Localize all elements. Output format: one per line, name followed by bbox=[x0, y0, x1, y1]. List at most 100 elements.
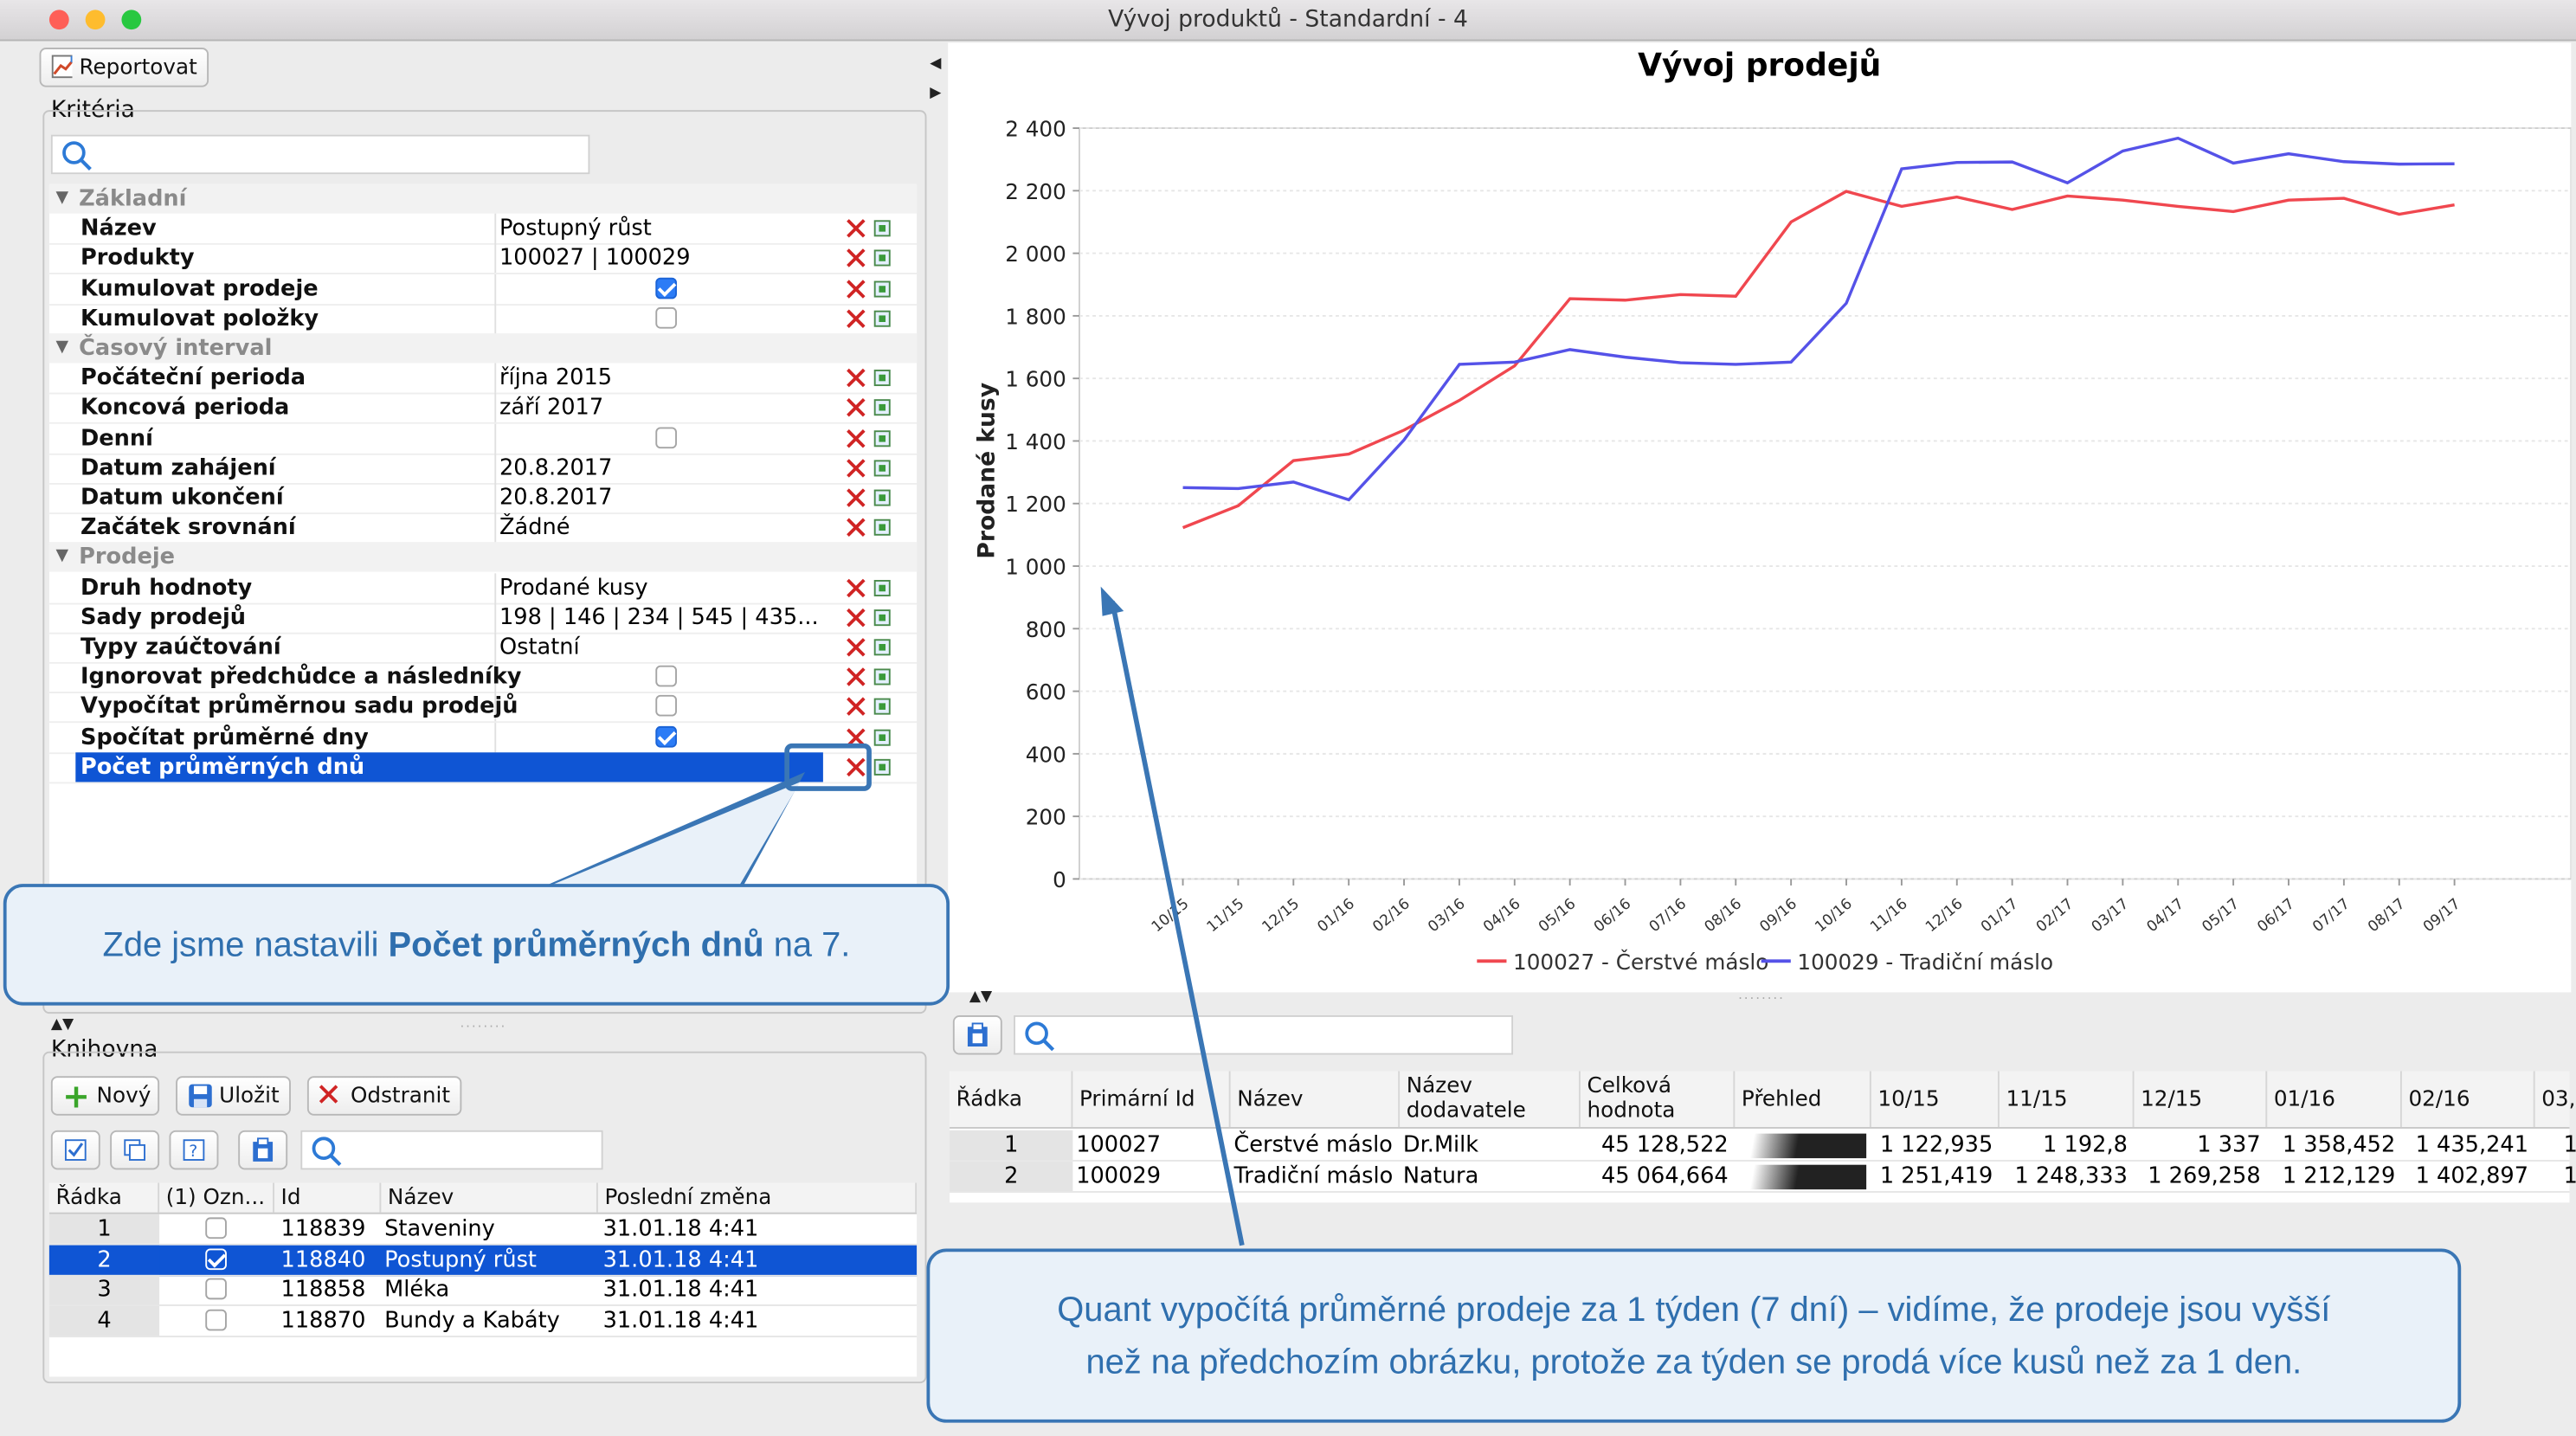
edit-value-icon[interactable] bbox=[873, 429, 891, 447]
data-row[interactable]: 1 100027 Čerstvé máslo Dr.Milk 45 128,522 1 1… bbox=[950, 1130, 2576, 1162]
edit-value-icon[interactable] bbox=[873, 370, 891, 387]
edit-value-icon[interactable] bbox=[873, 519, 891, 537]
edit-value-icon[interactable] bbox=[873, 220, 891, 237]
edit-value-icon[interactable] bbox=[873, 399, 891, 416]
column-header[interactable]: 10/15 bbox=[1871, 1071, 2000, 1128]
save-button[interactable]: Uložit bbox=[176, 1076, 291, 1116]
property-checkbox[interactable] bbox=[655, 306, 677, 329]
help-button[interactable]: ? bbox=[169, 1130, 219, 1170]
library-collapse-icon[interactable]: ▲▼ bbox=[50, 1016, 74, 1034]
property-value[interactable]: září 2017 bbox=[499, 395, 604, 422]
property-row[interactable]: Koncová perioda září 2017 bbox=[48, 393, 918, 425]
property-checkbox[interactable] bbox=[655, 666, 677, 687]
column-header[interactable]: Řádka bbox=[49, 1182, 160, 1213]
column-header[interactable]: Řádka bbox=[950, 1071, 1073, 1128]
property-checkbox[interactable] bbox=[655, 695, 677, 718]
property-row[interactable]: Kumulovat prodeje bbox=[48, 274, 918, 306]
column-header[interactable]: Poslední změna bbox=[598, 1182, 918, 1213]
row-checkbox[interactable] bbox=[205, 1308, 227, 1330]
section-header[interactable]: ▼ Základní bbox=[48, 184, 918, 214]
property-checkbox[interactable] bbox=[655, 725, 677, 747]
property-value[interactable]: 20.8.2017 bbox=[499, 454, 613, 481]
collapse-triangle-icon[interactable]: ▼ bbox=[55, 189, 69, 208]
row-checkbox[interactable] bbox=[205, 1247, 227, 1270]
table-collapse-icon[interactable]: ▲▼ bbox=[969, 988, 993, 1006]
property-row[interactable]: Název Postupný růst bbox=[48, 214, 918, 246]
property-value[interactable]: Prodané kusy bbox=[499, 574, 648, 601]
column-header[interactable]: 02/16 bbox=[2402, 1071, 2535, 1128]
property-value[interactable]: 198 | 146 | 234 | 545 | 435... bbox=[499, 604, 819, 631]
edit-value-icon[interactable] bbox=[873, 489, 891, 506]
property-row[interactable]: Datum ukončení 20.8.2017 bbox=[48, 483, 918, 515]
column-header[interactable]: Celková hodnota bbox=[1581, 1071, 1736, 1128]
column-header[interactable]: 12/15 bbox=[2135, 1071, 2268, 1128]
property-row[interactable]: Typy zaúčtování Ostatní bbox=[48, 632, 918, 664]
duplicate-button[interactable] bbox=[110, 1130, 160, 1170]
column-header[interactable]: (1) Ozn... bbox=[159, 1182, 274, 1213]
library-row[interactable]: 4 118870 Bundy a Kabáty 31.01.18 4:41 bbox=[48, 1304, 918, 1337]
property-row[interactable]: Datum zahájení 20.8.2017 bbox=[48, 453, 918, 485]
close-window-button[interactable] bbox=[48, 10, 69, 30]
property-checkbox[interactable] bbox=[655, 276, 677, 299]
property-value[interactable]: 20.8.2017 bbox=[499, 484, 613, 512]
edit-value-icon[interactable] bbox=[873, 639, 891, 656]
column-header[interactable]: Název dodavatele bbox=[1400, 1071, 1581, 1128]
data-row[interactable]: 2 100029 Tradiční máslo Natura 45 064,664 1 2… bbox=[950, 1160, 2576, 1192]
collapse-left-icon[interactable]: ◀ bbox=[930, 55, 942, 73]
property-row[interactable]: Druh hodnoty Prodané kusy bbox=[48, 572, 918, 604]
property-row[interactable]: Počet průměrných dnů 7 bbox=[48, 751, 918, 783]
expand-right-icon[interactable]: ▶ bbox=[930, 85, 942, 102]
new-button[interactable]: + Nový bbox=[50, 1076, 160, 1116]
edit-value-icon[interactable] bbox=[873, 699, 891, 716]
edit-value-icon[interactable] bbox=[873, 460, 891, 477]
library-row[interactable]: 1 118839 Staveniny 31.01.18 4:41 bbox=[48, 1214, 918, 1246]
library-search-input[interactable] bbox=[300, 1130, 603, 1170]
minimize-window-button[interactable] bbox=[85, 10, 106, 30]
column-header[interactable]: 01/16 bbox=[2267, 1071, 2402, 1128]
criteria-search-input[interactable] bbox=[50, 134, 590, 175]
edit-value-icon[interactable] bbox=[873, 280, 891, 297]
column-header[interactable]: Primární Id bbox=[1072, 1071, 1231, 1128]
export-button[interactable] bbox=[238, 1130, 288, 1170]
property-value[interactable]: Postupný růst bbox=[499, 215, 652, 242]
library-row[interactable]: 3 118858 Mléka 31.01.18 4:41 bbox=[48, 1274, 918, 1306]
row-checkbox[interactable] bbox=[205, 1278, 227, 1300]
section-header[interactable]: ▼ Časový interval bbox=[48, 333, 918, 364]
edit-value-icon[interactable] bbox=[873, 668, 891, 686]
column-header[interactable]: Přehled bbox=[1735, 1071, 1871, 1128]
property-row[interactable]: Vypočítat průměrnou sadu prodejů bbox=[48, 692, 918, 724]
column-header[interactable]: Název bbox=[1231, 1071, 1401, 1128]
property-value[interactable]: Ostatní bbox=[499, 634, 580, 660]
edit-value-icon[interactable] bbox=[873, 310, 891, 327]
splitter-handle[interactable]: ........ bbox=[460, 1014, 507, 1031]
collapse-triangle-icon[interactable]: ▼ bbox=[55, 338, 69, 357]
property-checkbox[interactable] bbox=[655, 426, 677, 448]
property-row[interactable]: Denní bbox=[48, 422, 918, 454]
row-checkbox[interactable] bbox=[205, 1217, 227, 1240]
collapse-triangle-icon[interactable]: ▼ bbox=[55, 547, 69, 566]
chart-splitter-handle[interactable]: ........ bbox=[1738, 987, 1785, 1002]
table-search-input[interactable] bbox=[1014, 1014, 1514, 1055]
property-value[interactable]: 7 bbox=[823, 753, 838, 781]
property-row[interactable]: Počáteční perioda října 2015 bbox=[48, 363, 918, 395]
column-header[interactable]: 11/15 bbox=[2000, 1071, 2135, 1128]
property-row[interactable]: Produkty 100027 | 100029 bbox=[48, 243, 918, 275]
edit-value-icon[interactable] bbox=[873, 250, 891, 267]
property-value[interactable]: Žádné bbox=[499, 514, 570, 541]
column-header[interactable]: Název bbox=[381, 1182, 598, 1213]
section-header[interactable]: ▼ Prodeje bbox=[48, 543, 918, 573]
edit-value-icon[interactable] bbox=[873, 758, 891, 776]
check-all-button[interactable] bbox=[50, 1130, 100, 1170]
edit-value-icon[interactable] bbox=[873, 728, 891, 745]
column-header[interactable]: Id bbox=[274, 1182, 382, 1213]
property-value[interactable]: října 2015 bbox=[499, 364, 613, 392]
column-header[interactable]: 03, bbox=[2535, 1071, 2576, 1127]
property-value[interactable]: 100027 | 100029 bbox=[499, 245, 691, 272]
report-button[interactable]: Reportovat bbox=[39, 48, 209, 87]
zoom-window-button[interactable] bbox=[121, 10, 142, 30]
edit-value-icon[interactable] bbox=[873, 579, 891, 596]
library-row[interactable]: 2 118840 Postupný růst 31.01.18 4:41 bbox=[48, 1244, 918, 1276]
property-row[interactable]: Sady prodejů 198 | 146 | 234 | 545 | 435.… bbox=[48, 602, 918, 634]
edit-value-icon[interactable] bbox=[873, 609, 891, 626]
property-row[interactable]: Ignorovat předchůdce a následníky bbox=[48, 662, 918, 694]
